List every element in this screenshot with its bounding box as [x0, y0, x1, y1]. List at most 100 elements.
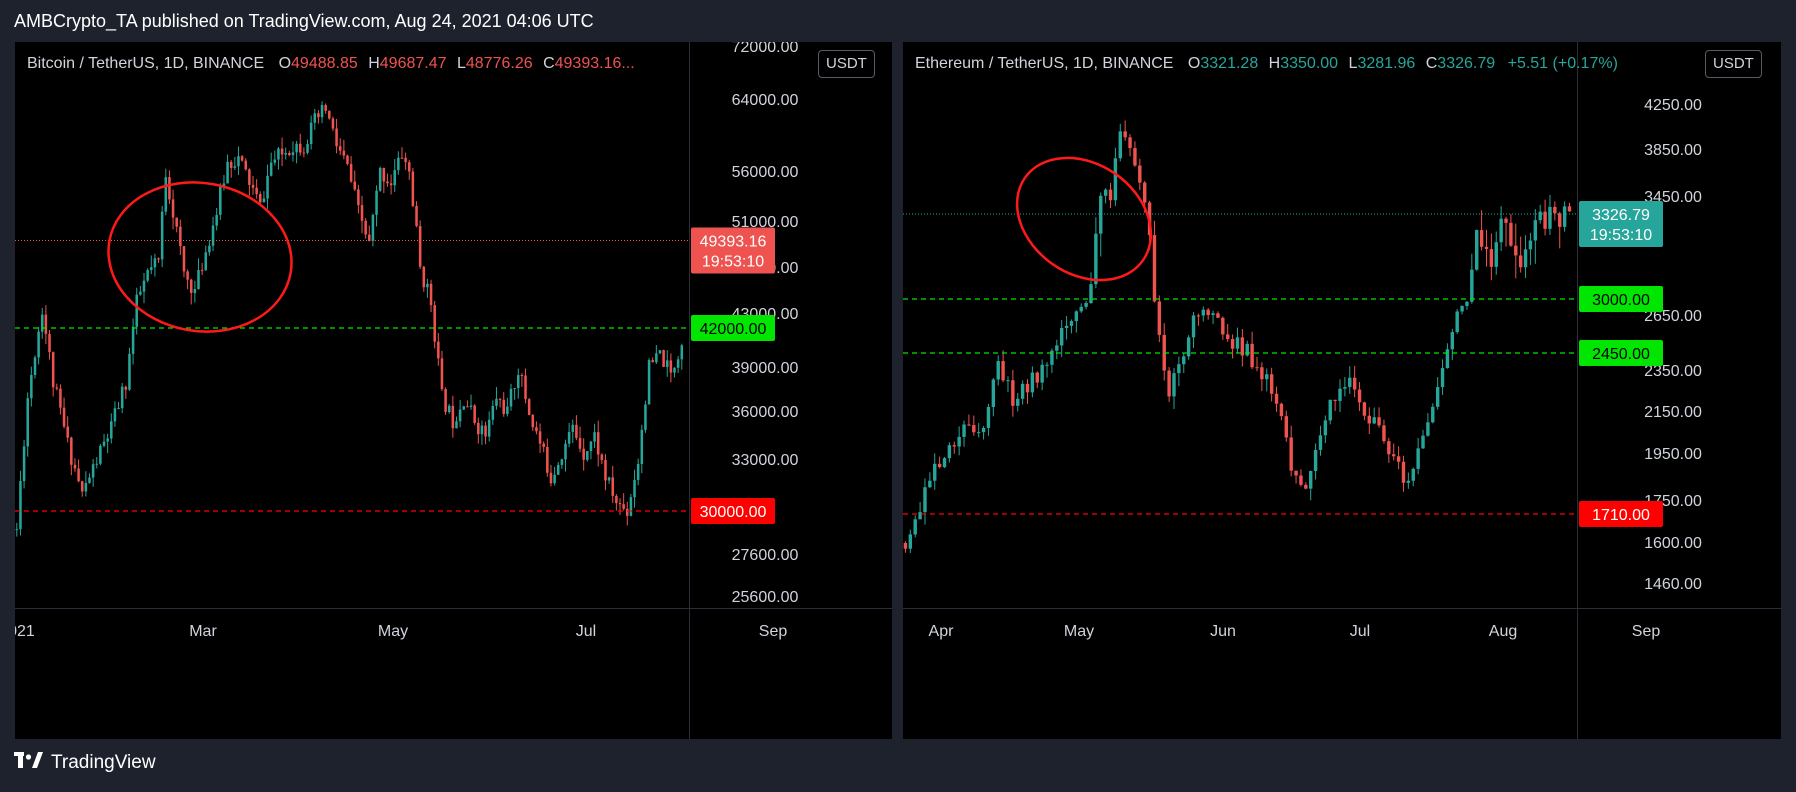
btc-chart[interactable]: 72000.0064000.0056000.0051000.0047000.00…	[15, 42, 892, 739]
eth-chart-panel[interactable]: 4250.00 3850.00 3450.00 2650.00 2350.00 2150.…	[903, 42, 1781, 739]
eth-change-value: +5.51 (+0.17%)	[1507, 55, 1618, 72]
eth-y-tick-label: 2150.00	[1644, 404, 1702, 421]
eth-candle-body	[1011, 380, 1015, 406]
btc-candle-body	[164, 177, 168, 212]
btc-x-tick-label: Jul	[576, 623, 596, 640]
eth-y-tick-label: 2350.00	[1644, 363, 1702, 380]
eth-close-value: 3326.79	[1437, 55, 1496, 72]
eth-candle-body	[1431, 406, 1435, 423]
eth-candle-body	[1025, 383, 1030, 393]
eth-candle-body	[1523, 249, 1528, 268]
eth-candle-body	[1533, 220, 1538, 241]
eth-candle-body	[1255, 367, 1259, 369]
tradingview-brand: TradingView	[51, 752, 156, 773]
eth-price-tag-support	[1579, 340, 1663, 366]
eth-x-tick-label: Apr	[929, 623, 955, 640]
btc-candle-body	[535, 427, 538, 432]
eth-candle-body	[1040, 364, 1044, 383]
btc-candle-body	[469, 405, 473, 407]
eth-candle-body	[1152, 235, 1157, 302]
btc-candle-body	[335, 128, 338, 147]
btc-candle-body	[106, 438, 109, 442]
btc-candle-body	[513, 388, 516, 390]
btc-candle-body	[88, 477, 91, 484]
eth-currency-button[interactable]: USDT	[1705, 50, 1762, 78]
eth-candle-body	[976, 432, 981, 434]
btc-candle-body	[524, 375, 527, 400]
eth-candle-body	[1313, 449, 1318, 471]
btc-close-value: 49393.16	[554, 55, 622, 72]
btc-candle-body	[284, 152, 287, 155]
btc-price-tag-support	[691, 315, 775, 341]
eth-candle-body	[1484, 246, 1489, 250]
btc-candle-body	[404, 157, 407, 163]
btc-candle-body	[44, 314, 48, 334]
eth-candle-body	[1470, 269, 1474, 302]
btc-candle-body	[462, 406, 466, 410]
btc-candle-body	[59, 388, 62, 408]
btc-x-tick-label: May	[378, 623, 408, 640]
btc-candle-body	[473, 405, 476, 423]
publish-info: AMBCrypto_TA published on TradingView.co…	[14, 11, 594, 31]
btc-currency-button[interactable]: USDT	[818, 50, 875, 78]
btc-candle-body	[393, 170, 396, 186]
eth-candle-body	[1440, 368, 1445, 388]
eth-candle-body	[1016, 398, 1020, 406]
btc-candle-body	[433, 305, 436, 342]
btc-candle-body	[480, 425, 484, 435]
btc-candle-body	[22, 446, 26, 482]
btc-candle-body	[371, 214, 375, 241]
eth-low-value: 3281.96	[1357, 55, 1416, 72]
btc-candle-body	[306, 144, 309, 153]
eth-candle-body	[1235, 337, 1240, 349]
eth-candle-body	[1123, 131, 1127, 138]
eth-candle-body	[1230, 339, 1235, 349]
eth-candle-body	[1357, 389, 1362, 403]
btc-candle-body	[182, 246, 186, 272]
eth-x-tick-label: Sep	[1632, 623, 1661, 640]
eth-candle-body	[1328, 399, 1332, 421]
btc-candle-body	[400, 157, 404, 159]
eth-candle-body	[1084, 303, 1088, 307]
eth-candle-body	[947, 445, 952, 459]
btc-candle-body	[55, 387, 59, 389]
eth-candle-body	[1304, 484, 1308, 489]
btc-candle-body	[527, 399, 531, 415]
eth-candle-body	[1089, 284, 1093, 304]
eth-y-tick-label: 3850.00	[1644, 142, 1702, 159]
eth-candle-body	[1074, 311, 1079, 322]
btc-y-tick-label: 51000.00	[732, 214, 799, 231]
btc-candle-body	[99, 445, 102, 464]
btc-candle-body	[589, 441, 593, 452]
btc-candle-body	[353, 181, 357, 190]
eth-candle-body	[1528, 240, 1533, 250]
btc-candle-body	[91, 464, 95, 478]
eth-candle-body	[1489, 249, 1494, 267]
btc-candle-body	[549, 472, 553, 484]
btc-candle-body	[328, 110, 331, 119]
btc-candle-body	[531, 414, 535, 428]
btc-candle-body	[484, 425, 487, 437]
eth-chart[interactable]: 4250.003850.003450.002650.002350.002150.…	[903, 42, 1781, 739]
btc-candle-body	[189, 279, 193, 293]
btc-candle-body	[95, 463, 99, 465]
btc-chart-panel[interactable]: 72000.0064000.0056000.0051000.0047000.00…	[15, 42, 892, 739]
eth-candle-body	[1079, 306, 1083, 312]
eth-candle-body	[1499, 218, 1503, 243]
btc-x-tick-label: Mar	[189, 623, 217, 640]
btc-candle-body	[658, 350, 662, 354]
btc-candle-body	[375, 190, 378, 215]
btc-candle-body	[313, 113, 317, 123]
btc-candle-body	[19, 481, 22, 530]
btc-candle-body	[440, 358, 444, 390]
eth-candle-body	[1045, 364, 1049, 366]
eth-candle-body	[1411, 468, 1415, 481]
tradingview-footer[interactable]: TradingView	[14, 752, 156, 774]
eth-candle-body	[933, 463, 937, 481]
btc-candle-body	[291, 152, 295, 156]
btc-candle-body	[596, 432, 600, 455]
btc-candle-body	[673, 367, 676, 373]
eth-candle-body	[1099, 195, 1103, 234]
btc-legend-ellipsis: ...	[621, 55, 635, 72]
eth-candle-body	[1338, 388, 1342, 401]
